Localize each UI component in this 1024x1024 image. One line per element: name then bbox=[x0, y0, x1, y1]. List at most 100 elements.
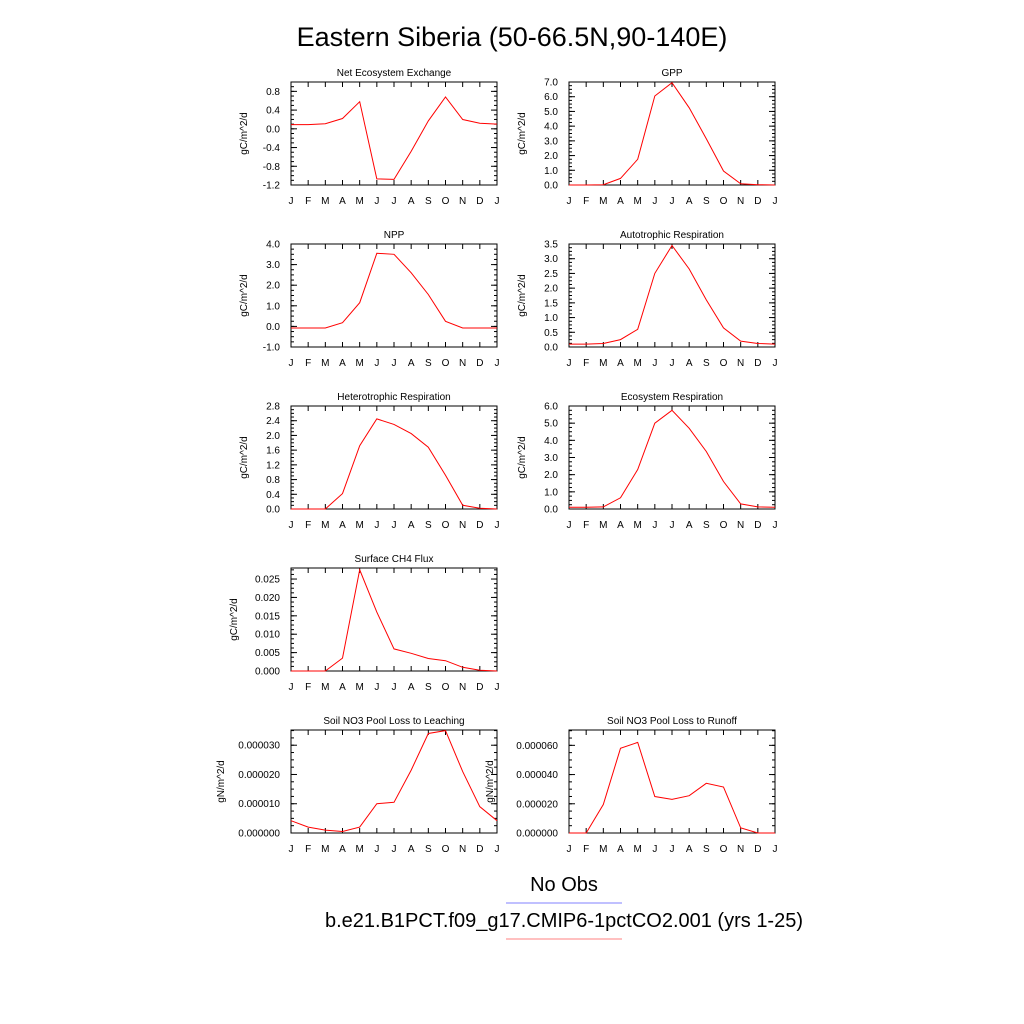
y-axis-label: gC/m^2/d bbox=[229, 598, 240, 641]
series-line bbox=[291, 418, 498, 510]
x-tick-label: J bbox=[374, 196, 379, 207]
x-tick-label: D bbox=[476, 358, 483, 369]
y-tick-label: 6.0 bbox=[544, 402, 558, 413]
x-tick-label: A bbox=[408, 844, 415, 855]
x-tick-label: D bbox=[476, 682, 483, 693]
plot-frame bbox=[290, 243, 498, 348]
x-tick-label: N bbox=[737, 196, 744, 207]
x-tick-label: D bbox=[754, 196, 761, 207]
y-tick-label: 0.000010 bbox=[238, 799, 280, 810]
y-axis-label: gC/m^2/d bbox=[239, 112, 250, 155]
x-tick-label: J bbox=[495, 196, 500, 207]
x-tick-label: J bbox=[374, 520, 379, 531]
x-tick-label: A bbox=[617, 844, 624, 855]
y-tick-label: 1.0 bbox=[266, 301, 280, 312]
y-tick-label: 2.5 bbox=[544, 269, 558, 280]
x-tick-label: J bbox=[374, 844, 379, 855]
x-tick-label: D bbox=[754, 520, 761, 531]
x-tick-label: F bbox=[305, 682, 311, 693]
plot-frame bbox=[568, 405, 776, 510]
x-tick-label: J bbox=[670, 520, 675, 531]
y-tick-label: 0.000000 bbox=[516, 829, 558, 840]
x-tick-label: O bbox=[720, 196, 728, 207]
x-tick-label: J bbox=[374, 682, 379, 693]
x-tick-label: A bbox=[339, 682, 346, 693]
x-tick-label: A bbox=[686, 358, 693, 369]
x-tick-label: M bbox=[321, 196, 329, 207]
y-tick-label: 0.0 bbox=[266, 124, 280, 135]
y-axis-label: gC/m^2/d bbox=[517, 112, 528, 155]
y-tick-label: 2.0 bbox=[544, 151, 558, 162]
x-tick-label: F bbox=[583, 196, 589, 207]
y-tick-label: 0.000030 bbox=[238, 741, 280, 752]
x-tick-label: O bbox=[442, 682, 450, 693]
x-tick-label: F bbox=[583, 520, 589, 531]
x-tick-label: J bbox=[773, 520, 778, 531]
series-line bbox=[291, 96, 498, 180]
y-tick-label: 0.005 bbox=[255, 648, 280, 659]
x-tick-label: J bbox=[374, 358, 379, 369]
plot-frame bbox=[290, 405, 498, 510]
x-tick-label: S bbox=[425, 682, 432, 693]
x-tick-label: N bbox=[459, 358, 466, 369]
x-tick-label: A bbox=[408, 196, 415, 207]
y-tick-label: 0.020 bbox=[255, 593, 280, 604]
x-tick-label: M bbox=[599, 358, 607, 369]
x-tick-label: M bbox=[633, 520, 641, 531]
y-tick-label: 2.4 bbox=[266, 416, 280, 427]
x-tick-label: J bbox=[392, 358, 397, 369]
x-tick-label: F bbox=[305, 358, 311, 369]
x-tick-label: J bbox=[670, 844, 675, 855]
x-tick-label: A bbox=[408, 520, 415, 531]
y-axis-label: gN/m^2/d bbox=[485, 760, 496, 803]
y-tick-label: 1.2 bbox=[266, 460, 280, 471]
x-tick-label: D bbox=[754, 358, 761, 369]
x-tick-label: N bbox=[459, 196, 466, 207]
y-tick-label: 6.0 bbox=[544, 92, 558, 103]
y-tick-label: -1.0 bbox=[263, 343, 281, 354]
plot-frame bbox=[568, 243, 776, 348]
panel-title: Heterotrophic Respiration bbox=[337, 392, 450, 403]
x-tick-label: J bbox=[670, 196, 675, 207]
panel-title: GPP bbox=[661, 68, 682, 79]
series-line bbox=[569, 741, 775, 834]
x-tick-label: J bbox=[289, 520, 294, 531]
y-axis-label: gC/m^2/d bbox=[239, 274, 250, 317]
y-tick-label: 3.0 bbox=[544, 254, 558, 265]
x-tick-label: J bbox=[652, 358, 657, 369]
panel-title: Soil NO3 Pool Loss to Leaching bbox=[323, 716, 464, 727]
x-tick-label: J bbox=[773, 358, 778, 369]
y-tick-label: 0.4 bbox=[266, 106, 280, 117]
x-tick-label: S bbox=[703, 844, 710, 855]
x-tick-label: A bbox=[686, 196, 693, 207]
x-tick-label: J bbox=[289, 358, 294, 369]
y-axis-label: gC/m^2/d bbox=[239, 436, 250, 479]
x-tick-label: A bbox=[686, 520, 693, 531]
y-tick-label: 3.0 bbox=[266, 260, 280, 271]
x-tick-label: J bbox=[567, 196, 572, 207]
x-tick-label: D bbox=[476, 844, 483, 855]
y-tick-label: 2.0 bbox=[544, 284, 558, 295]
y-tick-label: 0.025 bbox=[255, 575, 280, 586]
panel-title: Surface CH4 Flux bbox=[355, 554, 434, 565]
x-tick-label: J bbox=[495, 520, 500, 531]
x-tick-label: D bbox=[476, 520, 483, 531]
x-tick-label: M bbox=[633, 196, 641, 207]
x-tick-label: O bbox=[442, 196, 450, 207]
x-tick-label: F bbox=[305, 844, 311, 855]
x-tick-label: A bbox=[617, 358, 624, 369]
y-tick-label: 0.015 bbox=[255, 611, 280, 622]
y-tick-label: 4.0 bbox=[544, 436, 558, 447]
x-tick-label: M bbox=[355, 844, 363, 855]
x-tick-label: S bbox=[425, 844, 432, 855]
x-tick-label: A bbox=[339, 844, 346, 855]
x-tick-label: N bbox=[459, 682, 466, 693]
x-tick-label: M bbox=[633, 844, 641, 855]
y-tick-label: 3.0 bbox=[544, 136, 558, 147]
x-tick-label: J bbox=[289, 844, 294, 855]
x-tick-label: O bbox=[442, 520, 450, 531]
